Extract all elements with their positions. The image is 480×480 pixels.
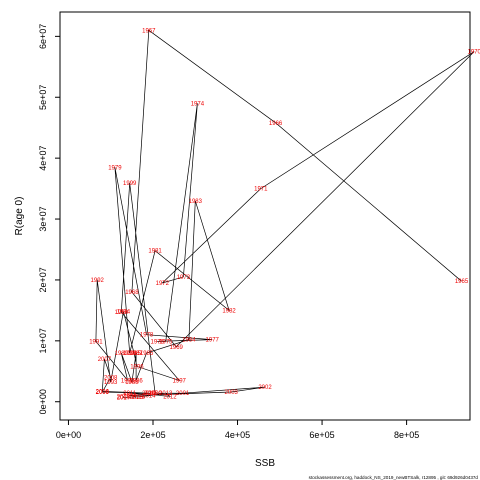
series-line — [95, 29, 475, 398]
year-label: 1995 — [127, 351, 141, 357]
year-label: 1996 — [130, 364, 144, 370]
y-tick-label: 3e+07 — [38, 206, 48, 231]
year-label: 1991 — [89, 339, 103, 345]
year-label: 1982 — [222, 308, 236, 314]
year-label: 1980 — [123, 351, 137, 357]
year-label: 1978 — [140, 333, 154, 339]
year-label: 1975 — [159, 339, 173, 345]
x-tick-label: 0e+00 — [56, 430, 81, 440]
year-label: 1983 — [189, 199, 203, 205]
year-label: 1999 — [123, 181, 137, 187]
year-label: 1987 — [129, 351, 143, 357]
x-tick-label: 6e+05 — [309, 430, 334, 440]
year-label: 1967 — [142, 28, 156, 34]
year-label: 2010 — [142, 391, 156, 397]
year-label: 1985 — [140, 351, 154, 357]
year-label: 2015 — [132, 395, 146, 401]
x-axis: 0e+00 2e+05 4e+05 6e+05 8e+05 — [56, 420, 419, 440]
year-label: 2007 — [98, 357, 112, 363]
year-label: 1984 — [182, 338, 196, 344]
x-tick-label: 2e+05 — [140, 430, 165, 440]
y-axis: 0e+00 1e+07 2e+07 3e+07 4e+07 5e+07 6e+07 — [38, 24, 60, 414]
x-tick-label: 4e+05 — [225, 430, 250, 440]
year-labels: 1965 1966 1967 1968 1969 1970 1971 1972 1973 1974… — [89, 28, 480, 401]
year-label: 1965 — [455, 279, 469, 285]
year-label: 2011 — [123, 391, 137, 397]
year-label: 1972 — [156, 281, 170, 287]
year-label: 1976 — [151, 339, 165, 345]
year-label: 2017 — [117, 396, 131, 402]
year-label: 1977 — [206, 338, 220, 344]
year-label: 1981 — [148, 249, 162, 255]
x-tick-label: 8e+05 — [394, 430, 419, 440]
y-axis-label: R(age 0) — [14, 197, 25, 236]
year-label: 1968 — [125, 290, 139, 296]
year-label: 2003 — [225, 390, 239, 396]
year-label: 2013 — [159, 391, 173, 397]
year-label: 1974 — [191, 101, 205, 107]
year-label: 2005 — [144, 391, 158, 397]
year-label: 2004 — [123, 394, 137, 400]
year-label: 2008 — [104, 375, 118, 381]
year-label: 2001 — [176, 391, 190, 397]
year-label: 1966 — [269, 121, 283, 127]
year-label: 1989 — [115, 351, 129, 357]
year-label: 1970 — [468, 50, 480, 56]
year-label: 1986 — [129, 378, 143, 384]
year-label: 1992 — [91, 278, 105, 284]
year-label: 2012 — [163, 394, 177, 400]
y-tick-label: 4e+07 — [38, 145, 48, 170]
y-tick-label: 1e+07 — [38, 328, 48, 353]
footer-caption: stockassessment.org, haddock_NS_2019_new… — [309, 475, 479, 480]
year-label: 1979 — [108, 165, 122, 171]
year-label: 2000 — [148, 391, 162, 397]
year-label: 1994 — [117, 310, 131, 316]
year-label: 2009 — [96, 390, 110, 396]
x-axis-label: SSB — [255, 458, 275, 469]
year-label: 1990 — [121, 378, 135, 384]
year-label: 2002 — [258, 385, 272, 391]
year-label: 1969 — [170, 345, 184, 351]
year-label: 1997 — [173, 378, 187, 384]
year-label: 1973 — [177, 275, 191, 281]
y-tick-label: 5e+07 — [38, 85, 48, 110]
year-label: 1993 — [104, 380, 118, 386]
year-label: 1971 — [254, 187, 268, 193]
year-label: 2014 — [142, 394, 156, 400]
y-tick-label: 0e+00 — [38, 389, 48, 414]
year-label: 1988 — [125, 380, 139, 386]
y-tick-label: 6e+07 — [38, 24, 48, 49]
year-label: 1998 — [115, 310, 129, 316]
year-label: 2018 — [117, 394, 131, 400]
year-label: 2006 — [96, 389, 110, 395]
plot-frame — [59, 11, 471, 421]
year-label: 2016 — [129, 395, 143, 401]
y-tick-label: 2e+07 — [38, 267, 48, 292]
